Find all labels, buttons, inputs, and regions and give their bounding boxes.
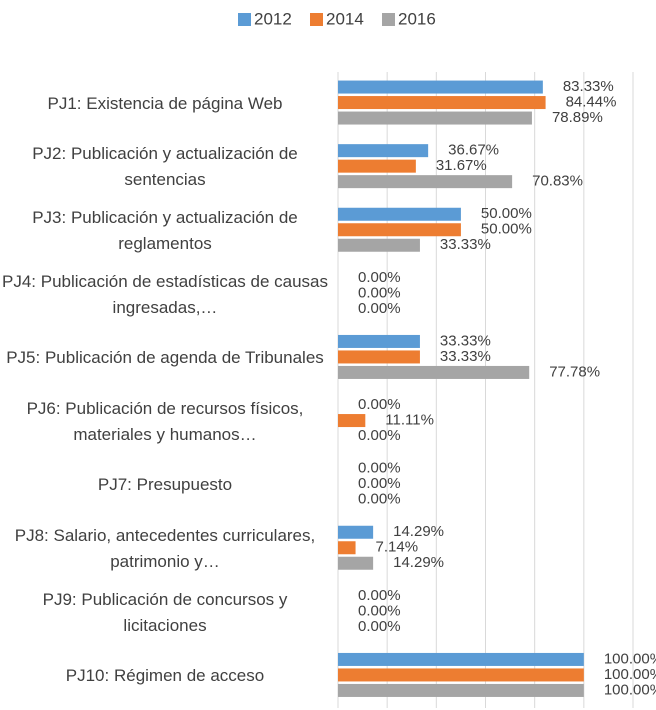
bar	[338, 556, 374, 570]
category-label: PJ8: Salario, antecedentes curriculares,…	[14, 526, 316, 571]
value-label: 7.14%	[376, 539, 419, 556]
value-label: 14.29%	[393, 523, 444, 540]
bar	[338, 159, 416, 173]
value-label: 0.00%	[358, 602, 401, 619]
legend-swatch	[382, 13, 395, 26]
category-label: PJ7: Presupuesto	[97, 475, 233, 495]
bar	[338, 668, 584, 682]
bar	[338, 365, 530, 379]
value-label: 100.00%	[604, 650, 656, 667]
value-label: 83.33%	[563, 78, 614, 95]
bar	[338, 541, 356, 555]
value-label: 77.78%	[549, 363, 600, 380]
legend-label: 2012	[254, 9, 292, 28]
category-label: PJ3: Publicación y actualización de regl…	[32, 208, 298, 253]
bar	[338, 652, 584, 666]
value-label: 84.44%	[566, 94, 617, 111]
value-label: 0.00%	[358, 284, 401, 301]
value-label: 70.83%	[532, 173, 583, 190]
value-label: 0.00%	[358, 460, 401, 477]
category-label: PJ10: Régimen de acceso	[65, 666, 265, 686]
value-label: 36.67%	[448, 142, 499, 159]
value-label: 33.33%	[440, 348, 491, 365]
bar	[338, 96, 546, 110]
category-label: PJ9: Publicación de concursos y licitaci…	[42, 589, 288, 635]
legend-label: 2016	[398, 9, 436, 28]
value-label: 0.00%	[358, 618, 401, 635]
value-label: 50.00%	[481, 205, 532, 222]
legend-label: 2014	[326, 9, 364, 28]
category-label: PJ2: Publicación y actualización de sent…	[32, 144, 298, 190]
bar	[338, 207, 461, 221]
bar	[338, 223, 461, 237]
value-label: 0.00%	[358, 300, 401, 317]
legend-swatch	[310, 13, 323, 26]
value-label: 100.00%	[604, 681, 656, 698]
value-label: 31.67%	[436, 157, 487, 174]
value-label: 50.00%	[481, 221, 532, 238]
value-label: 78.89%	[552, 109, 603, 126]
legend-swatch	[238, 13, 251, 26]
bar	[338, 334, 420, 348]
value-label: 0.00%	[358, 475, 401, 492]
value-label: 11.11%	[385, 412, 434, 429]
value-label: 0.00%	[358, 427, 401, 444]
bar	[338, 238, 420, 252]
bar	[338, 144, 429, 158]
bar	[338, 525, 374, 539]
bar	[338, 350, 420, 364]
category-label: PJ5: Publicación de agenda de Tribunales	[6, 348, 324, 368]
value-label: 33.33%	[440, 332, 491, 349]
category-label: PJ6: Publicación de recursos físicos, ma…	[26, 398, 304, 444]
bar	[338, 175, 513, 189]
value-label: 0.00%	[358, 396, 401, 413]
category-label: PJ1: Existencia de página Web	[47, 93, 283, 113]
value-label: 33.33%	[440, 236, 491, 253]
category-label: PJ4: Publicación de estadísticas de caus…	[1, 271, 329, 317]
value-label: 100.00%	[604, 666, 656, 683]
bar	[338, 683, 584, 697]
bar	[338, 80, 543, 94]
bar	[338, 111, 532, 125]
value-label: 0.00%	[358, 491, 401, 508]
value-label: 0.00%	[358, 269, 401, 286]
bar	[338, 414, 366, 428]
value-label: 0.00%	[358, 587, 401, 604]
value-label: 14.29%	[393, 554, 444, 571]
